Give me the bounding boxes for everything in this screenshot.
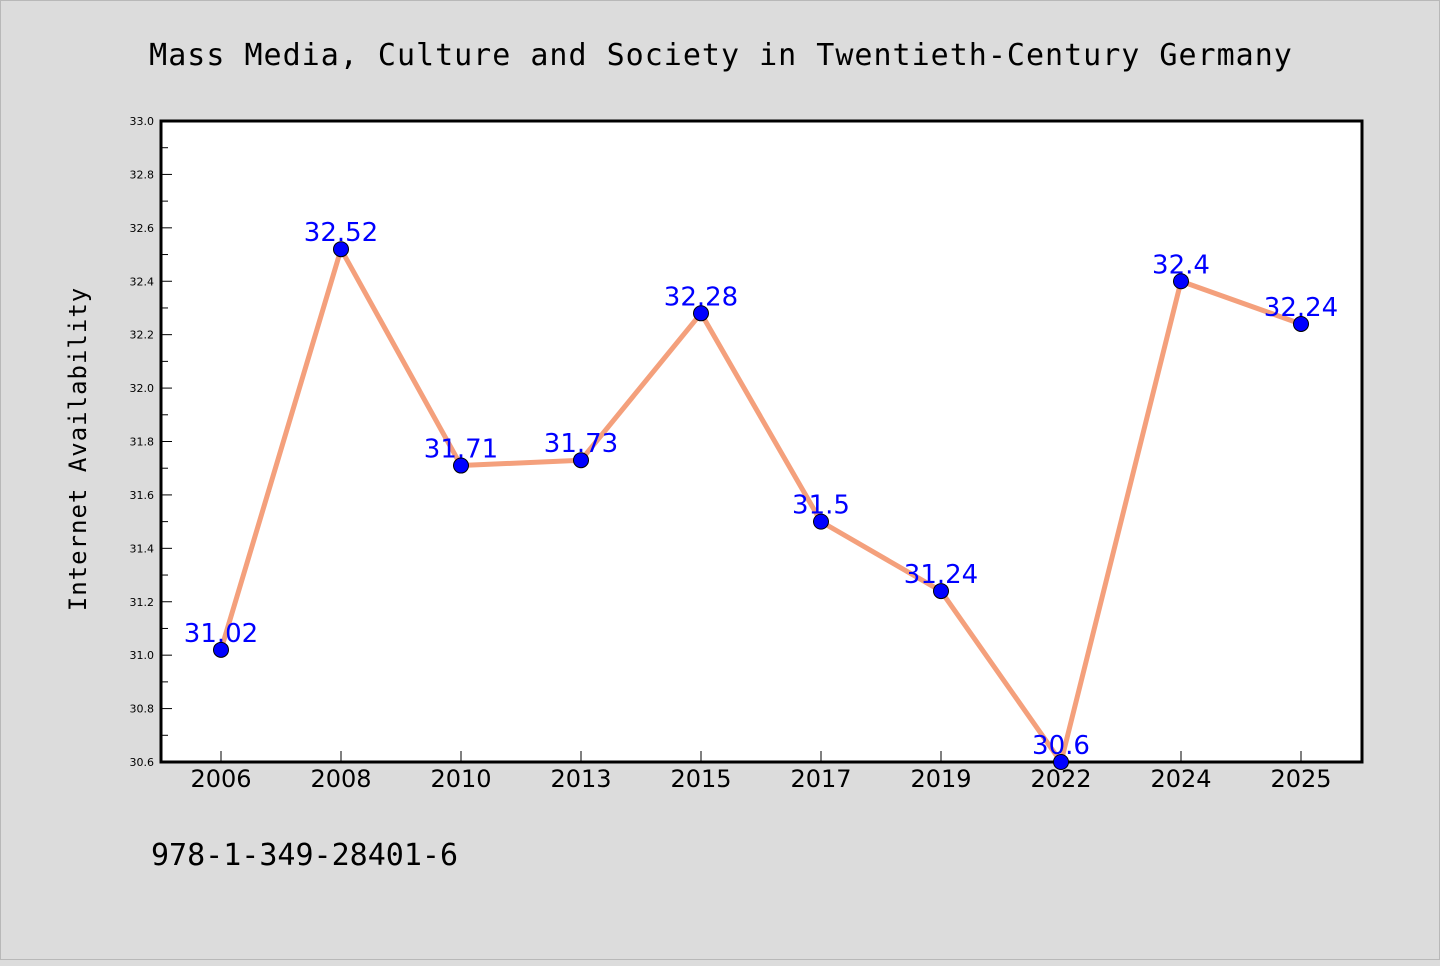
data-point-label: 31.71 — [424, 435, 498, 465]
data-point-marker — [333, 241, 349, 258]
y-tick-label: 32.0 — [130, 382, 155, 395]
x-tick-label: 2013 — [550, 765, 611, 793]
data-point-label: 32.24 — [1264, 293, 1338, 323]
plot-area — [159, 119, 1364, 764]
y-tick-label: 31.2 — [130, 596, 155, 609]
y-tick-label: 32.2 — [130, 329, 155, 342]
x-tick-label: 2025 — [1270, 765, 1331, 793]
y-tick-label: 33.0 — [130, 115, 155, 128]
data-point-label: 31.5 — [792, 491, 850, 521]
data-point-marker — [1173, 273, 1189, 290]
data-point-marker — [573, 452, 589, 469]
x-tick-label: 2019 — [910, 765, 971, 793]
x-tick-label: 2015 — [670, 765, 731, 793]
isbn-footer: 978-1-349-28401-6 — [151, 838, 458, 873]
data-point-marker — [693, 305, 709, 322]
chart-title: Mass Media, Culture and Society in Twent… — [149, 38, 1293, 73]
data-point-marker — [453, 457, 469, 474]
y-tick-label: 31.6 — [130, 489, 155, 502]
data-point-label: 32.4 — [1152, 250, 1210, 280]
data-point-label: 31.02 — [184, 619, 258, 649]
data-point-marker — [813, 513, 829, 530]
series-line — [218, 246, 1304, 765]
x-tick-label: 2024 — [1150, 765, 1211, 793]
y-tick-label: 31.8 — [130, 436, 155, 449]
data-labels-group: 31.02 32.52 31.71 31.73 32.28 31.5 31.24 30.6 32… — [184, 218, 1338, 761]
data-point-label: 32.52 — [304, 218, 378, 248]
y-tick-label: 32.6 — [130, 222, 155, 235]
x-tick-label: 2008 — [310, 765, 371, 793]
y-tick-label: 30.6 — [130, 756, 155, 769]
data-point-label: 32.28 — [664, 282, 738, 312]
y-axis-label: Internet Availability — [64, 287, 92, 611]
x-tick-label: 2010 — [430, 765, 491, 793]
y-tick-label: 32.8 — [130, 168, 155, 181]
x-tick-label: 2006 — [190, 765, 251, 793]
data-point-label: 31.73 — [544, 429, 618, 459]
data-point-marker — [1293, 315, 1309, 332]
y-axis-ticks: 30.6 30.8 31.0 31.2 31.4 31.6 31.8 32.0 32.2 32.4… — [130, 115, 172, 769]
y-tick-label: 31.4 — [130, 542, 155, 555]
y-tick-label: 31.0 — [130, 649, 155, 662]
y-tick-label: 30.8 — [130, 703, 155, 716]
y-tick-label: 32.4 — [130, 275, 155, 288]
data-point-marker — [933, 583, 949, 600]
series-line-group — [218, 246, 1304, 765]
data-point-label: 31.24 — [904, 560, 978, 590]
series-markers-group — [213, 241, 1309, 770]
data-point-marker — [213, 641, 229, 658]
data-point-marker — [1053, 754, 1069, 770]
x-tick-label: 2017 — [790, 765, 851, 793]
data-point-label: 30.6 — [1032, 731, 1090, 761]
